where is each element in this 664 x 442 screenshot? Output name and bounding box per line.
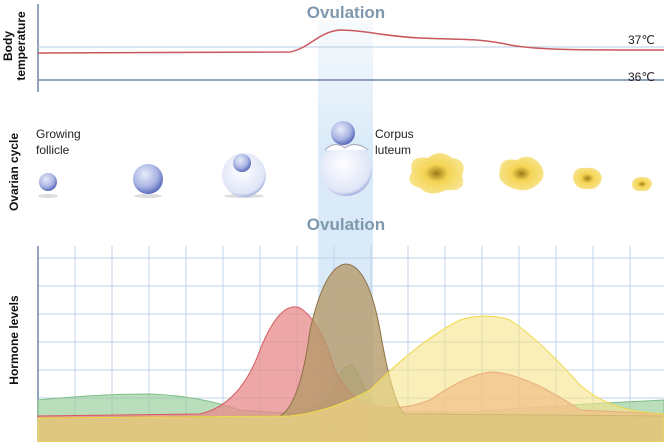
title: Ovulation (307, 3, 385, 22)
temp-high: 37℃ (628, 33, 655, 47)
temperature-curve (37, 29, 664, 54)
hormone-label: Hormone levels (7, 295, 21, 385)
ovarian-label: Ovarian cycle (7, 133, 21, 211)
follicles (38, 121, 372, 198)
temp-low: 36℃ (628, 70, 655, 84)
hormone-curves (37, 263, 664, 442)
label-line: temperature (14, 11, 28, 81)
corpus-luteum (409, 153, 652, 194)
label-line: Body (1, 31, 15, 61)
luteum-label: Corpus (375, 127, 414, 141)
temperature-label: Body temperature (1, 11, 28, 81)
follicle-label: Growing (36, 127, 81, 141)
title: Ovulation (307, 215, 385, 234)
luteum-label: luteum (375, 143, 411, 157)
follicle-label: follicle (36, 143, 70, 157)
